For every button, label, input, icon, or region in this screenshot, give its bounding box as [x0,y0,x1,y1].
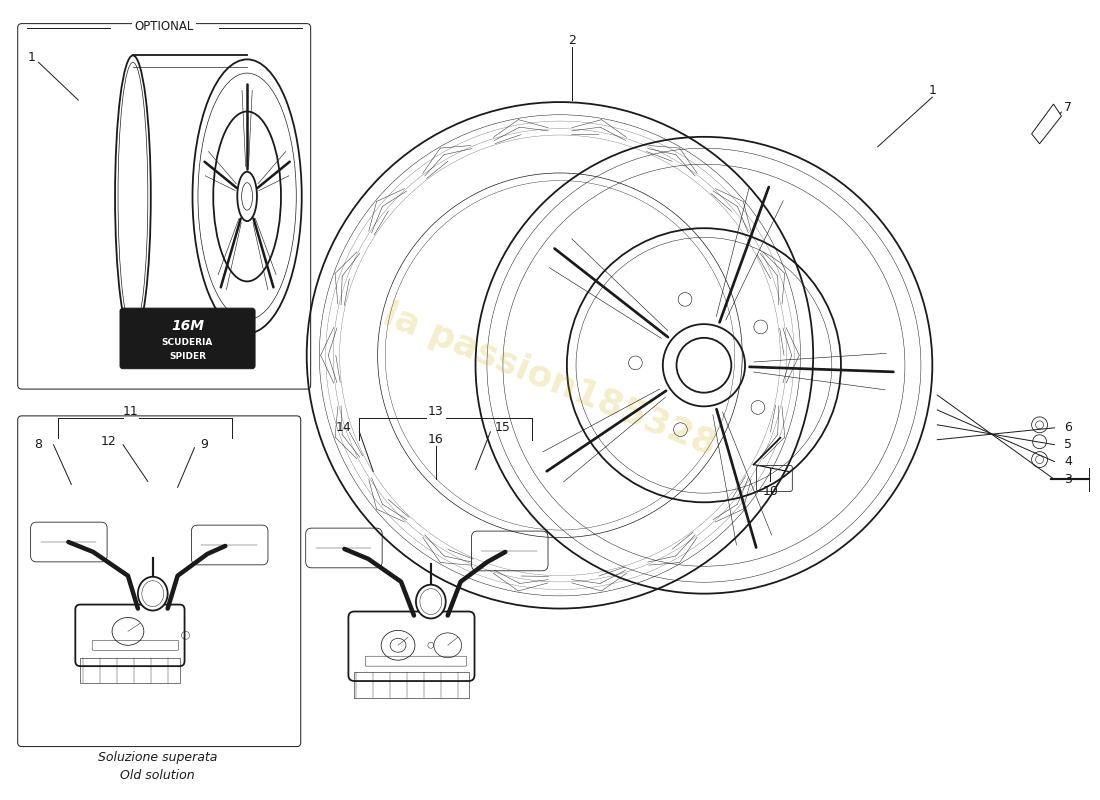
Text: 8: 8 [34,438,43,451]
Text: 12: 12 [100,435,116,448]
Text: 9: 9 [200,438,208,451]
Text: 14: 14 [336,422,351,434]
Ellipse shape [238,172,257,221]
Text: 13: 13 [428,406,443,418]
Ellipse shape [673,422,688,437]
Text: OPTIONAL: OPTIONAL [134,20,194,33]
Text: 1: 1 [928,84,936,97]
Text: 3: 3 [1065,473,1072,486]
Text: 11: 11 [123,406,139,418]
Ellipse shape [1032,417,1047,433]
Text: SCUDERIA: SCUDERIA [162,338,213,347]
FancyBboxPatch shape [120,308,255,369]
Text: 15: 15 [494,422,510,434]
Ellipse shape [390,638,406,652]
Text: 4: 4 [1065,455,1072,468]
Text: 2: 2 [568,34,575,47]
Text: 5: 5 [1065,438,1072,451]
Ellipse shape [138,577,167,610]
Ellipse shape [679,293,692,306]
Text: 10: 10 [762,485,779,498]
Text: Old solution: Old solution [120,769,195,782]
Ellipse shape [1033,434,1046,449]
Ellipse shape [628,356,642,370]
Polygon shape [1032,104,1062,144]
Text: 16M: 16M [170,318,204,333]
Ellipse shape [676,338,732,393]
Ellipse shape [751,401,764,414]
Text: Soluzione superata: Soluzione superata [98,751,218,764]
Text: 16: 16 [428,434,443,446]
Text: 6: 6 [1065,422,1072,434]
Ellipse shape [754,320,768,334]
Text: 1: 1 [28,51,35,64]
Ellipse shape [416,585,446,618]
Ellipse shape [1032,452,1047,467]
Text: SPIDER: SPIDER [169,352,206,361]
Text: la passion185328: la passion185328 [378,298,722,462]
Text: 7: 7 [1065,101,1072,114]
